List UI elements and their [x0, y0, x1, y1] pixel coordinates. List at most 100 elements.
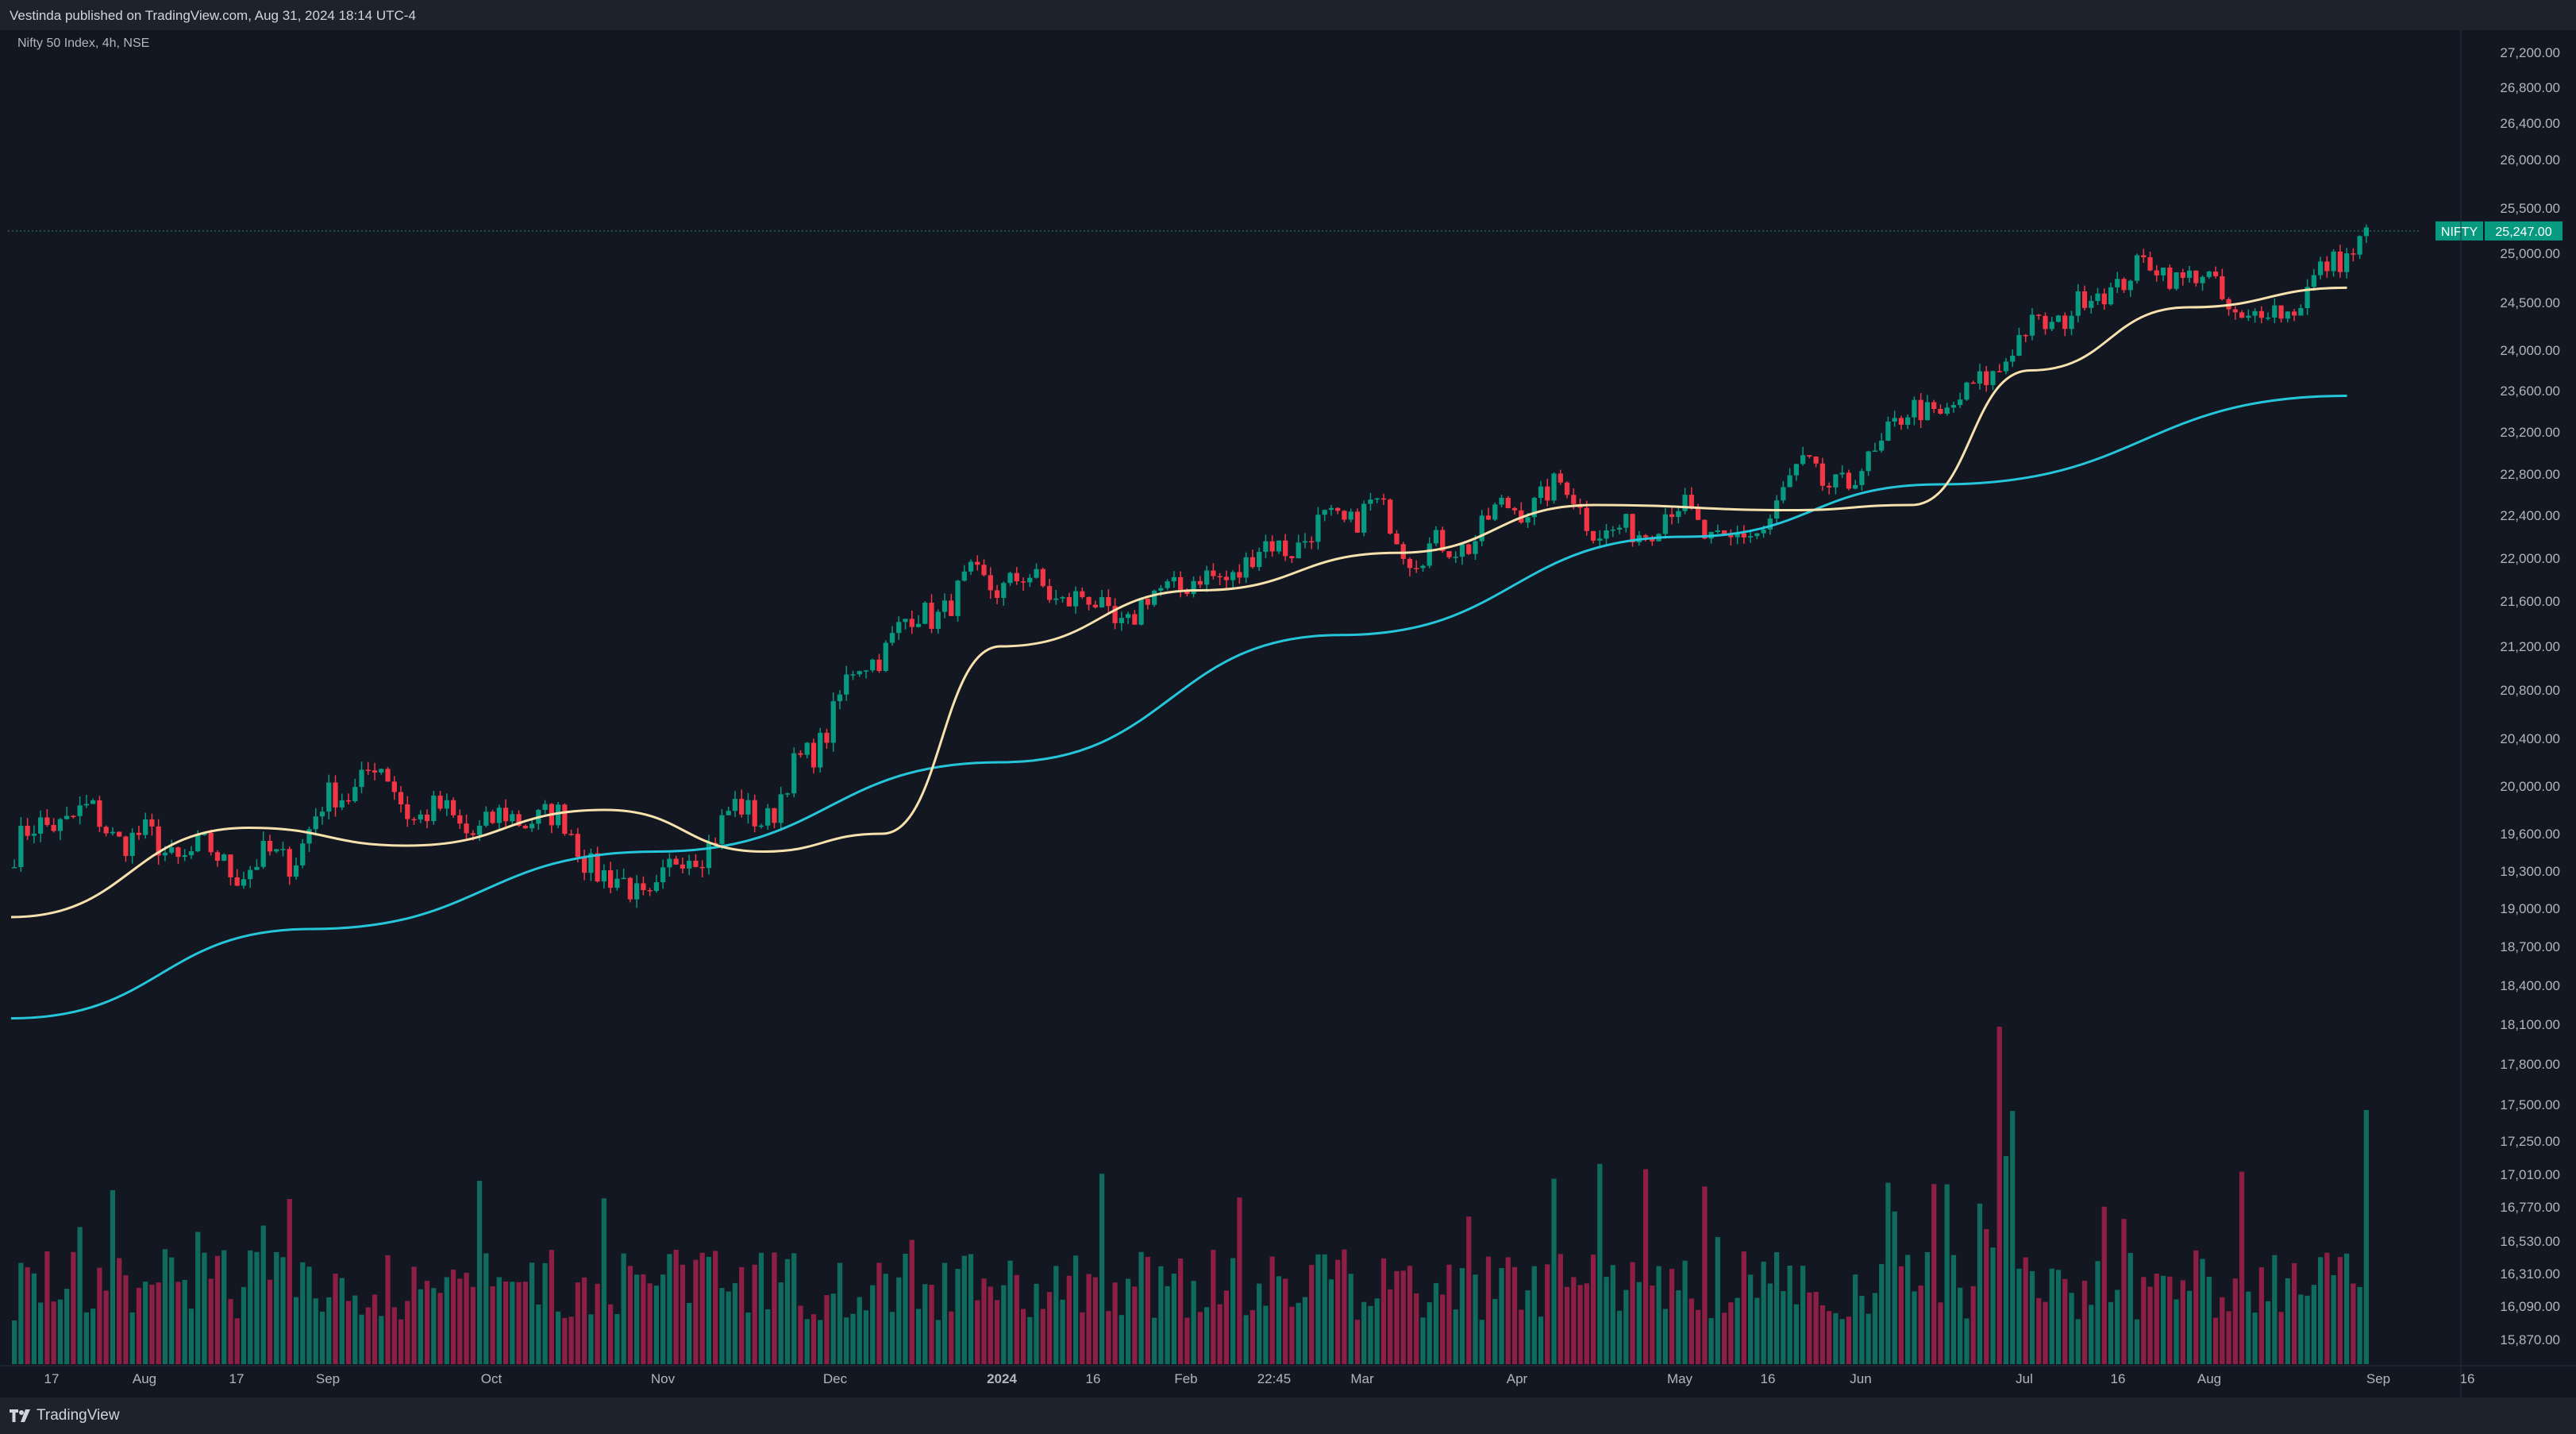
candle-body	[1996, 371, 2002, 372]
volume-bar	[379, 1316, 384, 1364]
volume-bar	[175, 1282, 181, 1364]
publish-bar: Vestinda published on TradingView.com, A…	[0, 0, 2576, 30]
candle-body	[516, 814, 522, 826]
volume-bar	[1747, 1274, 1754, 1364]
volume-bar	[1577, 1285, 1583, 1364]
candle-body	[687, 861, 692, 869]
candle-body	[405, 804, 410, 819]
candle-body	[1348, 511, 1353, 520]
volume-bar	[149, 1284, 155, 1364]
volume-bar	[1112, 1282, 1118, 1364]
volume-bar	[169, 1257, 175, 1364]
candle-body	[2115, 279, 2120, 287]
y-tick-label: 16,310.00	[2500, 1266, 2560, 1282]
candle-body	[1787, 475, 1792, 488]
volume-bar	[1767, 1283, 1773, 1364]
candle-body	[981, 565, 987, 576]
candle-body	[143, 819, 148, 835]
volume-bar	[1380, 1258, 1387, 1364]
candle-body	[2220, 276, 2225, 299]
candle-body	[726, 811, 731, 815]
x-tick-label: 17	[44, 1371, 60, 1386]
volume-bar	[844, 1317, 849, 1364]
candle-body	[149, 819, 155, 827]
volume-bar	[1473, 1274, 1478, 1364]
candle-body	[1328, 507, 1334, 511]
volume-bar	[2193, 1250, 2199, 1364]
candle-body	[1099, 596, 1105, 607]
volume-bar	[1466, 1216, 1472, 1364]
candle-body	[1885, 421, 1891, 441]
volume-bar	[1138, 1251, 1144, 1364]
volume-bar	[2029, 1270, 2035, 1364]
candle-body	[1302, 541, 1308, 543]
tradingview-logo[interactable]: TradingView	[10, 1407, 120, 1424]
candle-body	[1866, 451, 1871, 472]
volume-bar	[1859, 1295, 1865, 1364]
volume-bar	[1177, 1258, 1184, 1364]
volume-bar	[1708, 1318, 1714, 1364]
candle-body	[2186, 270, 2193, 278]
volume-bar	[529, 1262, 535, 1364]
volume-bar	[949, 1311, 954, 1364]
volume-bar	[306, 1266, 312, 1364]
volume-bar	[883, 1274, 888, 1364]
volume-bar	[431, 1288, 437, 1364]
volume-bar	[1669, 1269, 1675, 1364]
volume-bar	[1020, 1309, 1026, 1364]
candle-body	[1525, 517, 1531, 523]
candle-body	[1217, 576, 1223, 578]
volume-bar	[791, 1253, 797, 1364]
volume-bar	[2331, 1274, 2336, 1364]
candle-body	[680, 864, 686, 869]
volume-bar	[77, 1227, 83, 1364]
candle-body	[1950, 405, 1957, 408]
x-tick-label: 22:45	[1257, 1371, 1292, 1386]
volume-bar	[1944, 1184, 1950, 1364]
volume-bar	[2239, 1171, 2245, 1364]
volume-bar	[818, 1320, 823, 1364]
volume-bar	[450, 1269, 456, 1364]
candle-body	[621, 877, 626, 880]
volume-bar	[2049, 1268, 2054, 1364]
volume-bar	[1433, 1282, 1439, 1364]
candle-body	[1958, 399, 1963, 406]
volume-bar	[1662, 1309, 1668, 1364]
price-chart[interactable]: 27,200.00 26,800.00 26,400.00 26,000.00 25,5…	[0, 30, 2576, 1397]
candle-body	[431, 796, 437, 822]
volume-bar	[1420, 1317, 1426, 1364]
candle-body	[1361, 503, 1367, 533]
volume-bar	[1819, 1305, 1826, 1364]
candle-body	[1309, 541, 1315, 543]
x-tick-label: 2024	[987, 1371, 1017, 1386]
volume-bar	[2062, 1278, 2068, 1364]
volume-bar	[1197, 1312, 1203, 1364]
candle-body	[182, 855, 187, 858]
candle-body	[870, 659, 876, 671]
volume-bar	[1918, 1286, 1923, 1364]
x-tick-label: 16	[2111, 1371, 2126, 1386]
volume-bar	[234, 1318, 240, 1364]
candle-body	[798, 753, 803, 755]
volume-bar	[673, 1250, 679, 1364]
candle-body	[1427, 543, 1432, 566]
volume-bar	[1243, 1315, 1249, 1364]
volume-bar	[490, 1286, 495, 1364]
volume-bar	[1283, 1278, 1288, 1364]
x-tick-label: May	[1667, 1371, 1693, 1386]
volume-bar	[915, 1309, 922, 1364]
volume-bar	[889, 1312, 895, 1364]
candle-body	[2134, 255, 2140, 281]
volume-bar	[1584, 1283, 1589, 1364]
candle-body	[1414, 568, 1419, 569]
volume-bar	[536, 1304, 541, 1364]
candle-body	[1551, 473, 1557, 501]
volume-bar	[667, 1254, 672, 1364]
x-tick-label: Aug	[2197, 1371, 2221, 1386]
volume-bar	[1754, 1297, 1760, 1364]
volume-bar	[1072, 1255, 1079, 1364]
price-tag-value-bg	[2485, 221, 2563, 241]
volume-bar	[2226, 1311, 2231, 1364]
volume-bar	[2252, 1313, 2258, 1364]
volume-bar	[706, 1256, 712, 1364]
